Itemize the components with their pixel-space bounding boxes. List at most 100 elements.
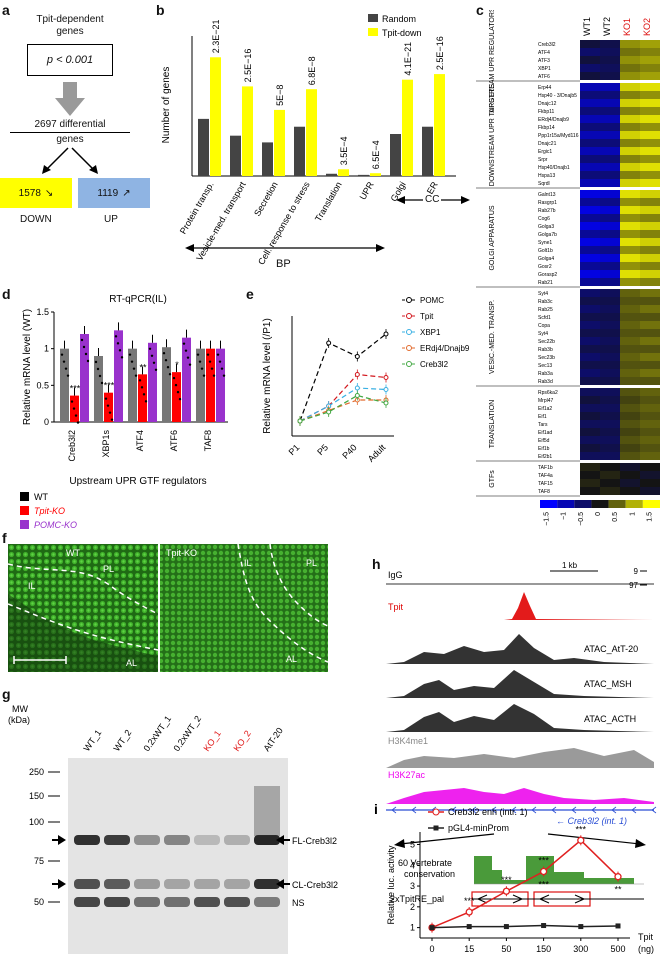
g-lane-label: WT_1 — [81, 728, 103, 753]
g-mw-tick: 100 — [29, 817, 44, 827]
c-heat-cell — [640, 369, 660, 377]
e-legend-label: Creb3l2 — [420, 360, 449, 369]
c-heat-cell — [600, 123, 620, 131]
c-gene-label: Rps6ka2 — [538, 390, 558, 396]
c-heat-cell — [620, 91, 640, 99]
i-xtick: 0 — [429, 944, 434, 954]
c-heat-cell — [620, 155, 640, 163]
d-bar — [80, 334, 89, 422]
i-xlabel: Tpit — [638, 932, 654, 942]
c-heat-cell — [620, 179, 640, 187]
c-heat-cell — [580, 305, 600, 313]
i-point — [502, 887, 511, 895]
i-legend-label: Creb3l2 enh (intr. 1) — [448, 807, 528, 817]
c-heat-cell — [620, 206, 640, 214]
d-bar — [148, 342, 157, 422]
c-heat-cell — [620, 428, 640, 436]
mw-unit-label: (kDa) — [8, 715, 30, 725]
b-pvalue-label: 6.8E−8 — [307, 56, 317, 85]
c-gene-label: Eif2b1 — [538, 454, 552, 460]
c-heat-cell — [580, 171, 600, 179]
c-heat-cell — [600, 198, 620, 206]
d-legend-label: Tpit-KO — [34, 506, 65, 516]
c-heat-cell — [580, 246, 600, 254]
e-series-line — [299, 394, 387, 422]
c-heat-cell — [580, 369, 600, 377]
d-bar — [196, 348, 205, 422]
c-heat-cell — [600, 83, 620, 91]
d-category-label: TAF8 — [203, 430, 213, 451]
c-heat-cell — [640, 297, 660, 305]
c-heat-cell — [580, 179, 600, 187]
c-gene-label: Fkbp14 — [538, 125, 555, 131]
c-heat-cell — [580, 48, 600, 56]
c-heat-cell — [580, 147, 600, 155]
track-label-atac-msh: ATAC_MSH — [584, 679, 632, 689]
differential-count: 2697 differential — [10, 118, 130, 133]
c-heat-cell — [580, 444, 600, 452]
c-heat-cell — [640, 214, 660, 222]
c-heat-cell — [580, 289, 600, 297]
c-heat-cell — [580, 64, 600, 72]
panel-e-letter: e — [246, 286, 254, 302]
conservation-track: 60 Vertebrate conservation 2xTpitRE_pal — [390, 856, 644, 907]
b-legend-label: Random — [382, 14, 416, 24]
c-heat-cell — [620, 388, 640, 396]
c-heat-cell — [640, 388, 660, 396]
i-xunit: (ng) — [638, 944, 654, 954]
b-bar — [402, 79, 413, 176]
ymax-top: 9 — [634, 567, 639, 576]
c-heat-cell — [600, 353, 620, 361]
c-gene-label: Galnt13 — [538, 192, 556, 198]
c-group-label: VESIC.-MED. TRANSP. — [489, 300, 496, 374]
g-band — [104, 835, 130, 845]
g-band — [74, 835, 100, 845]
c-gene-label: Eif1b — [538, 446, 550, 452]
c-gene-label: Sec22b — [538, 339, 555, 345]
c-heat-cell — [620, 404, 640, 412]
differential-genes: genes — [56, 134, 84, 145]
d-bar — [216, 348, 225, 422]
c-heat-cell — [600, 171, 620, 179]
c-group-label: TRANSLATION — [489, 400, 496, 449]
c-heat-cell — [580, 270, 600, 278]
c-heat-cell — [580, 206, 600, 214]
c-gene-label: Golga7b — [538, 232, 557, 238]
c-heat-cell — [600, 487, 620, 495]
c-heat-cell — [620, 353, 640, 361]
up-box: 1119 ↗ — [78, 178, 150, 208]
c-gene-label: Syt4 — [538, 291, 548, 297]
c-heat-cell — [580, 329, 600, 337]
c-heat-cell — [640, 147, 660, 155]
c-heat-cell — [580, 139, 600, 147]
c-gene-label: Eif1ad — [538, 430, 552, 436]
conservation-label-2: conservation — [404, 869, 455, 879]
g-mw-tick: 150 — [29, 791, 44, 801]
rtqpcr-bar-chart: RT-qPCR(IL) Relative mRNA level (WT) 0 0.5 1… — [20, 294, 228, 530]
g-lane-label: 0.2xWT_1 — [141, 714, 173, 753]
c-heat-cell — [620, 305, 640, 313]
i-xtick: 500 — [610, 944, 625, 954]
d-significance: *** — [104, 381, 115, 391]
c-gene-label: Eif1a2 — [538, 406, 552, 412]
c-heat-cell — [640, 99, 660, 107]
c-column-label: WT2 — [602, 17, 612, 36]
e-point — [354, 393, 360, 398]
c-gene-label: Rab3c — [538, 299, 553, 305]
c-gene-label: Ppp1r15a/Myd116 — [538, 133, 579, 139]
b-bar — [198, 118, 209, 176]
c-heat-cell — [640, 436, 660, 444]
c-heat-cell — [640, 479, 660, 487]
c-heat-cell — [640, 289, 660, 297]
c-heat-cell — [600, 278, 620, 286]
f-right-al-label: AL — [286, 654, 297, 664]
c-heat-cell — [600, 463, 620, 471]
i-significance: *** — [501, 875, 512, 885]
c-heat-cell — [600, 246, 620, 254]
c-gene-label: Hsp40 - 3/Dnajb5 — [538, 93, 577, 99]
g-mw-tick: 250 — [29, 767, 44, 777]
c-heat-cell — [620, 487, 640, 495]
b-bar — [434, 74, 445, 176]
b-pvalue-label: 2.5E−16 — [435, 36, 445, 70]
panel-h-letter: h — [372, 556, 381, 572]
